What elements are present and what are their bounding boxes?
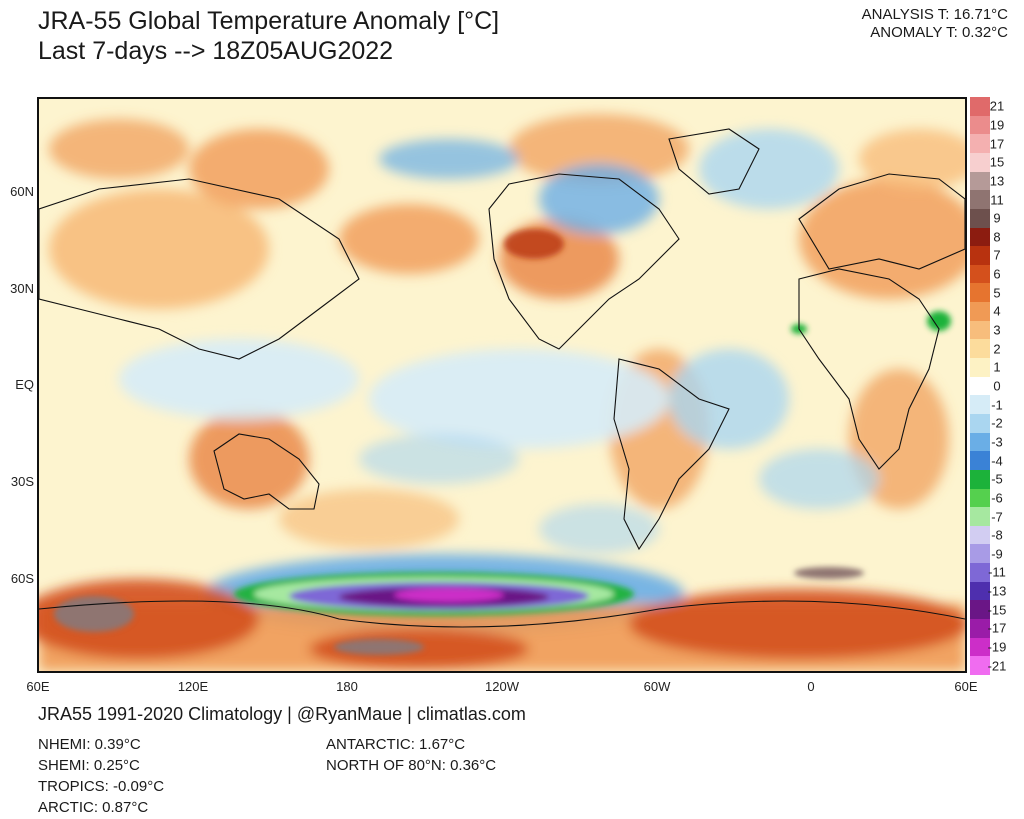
anomaly-field [39, 99, 965, 671]
colorbar-label: -2 [991, 415, 1003, 431]
anomaly-map [37, 97, 967, 673]
climatology-credit: JRA55 1991-2020 Climatology | @RyanMaue … [38, 704, 526, 724]
map-title: JRA-55 Global Temperature Anomaly [°C] L… [38, 6, 499, 66]
lat-label-30n: 30N [10, 281, 34, 296]
stats-right: ANTARCTIC: 1.67°C NORTH OF 80°N: 0.36°C [326, 734, 496, 776]
lon-label-60e-right: 60E [954, 679, 978, 694]
title-line-1: JRA-55 Global Temperature Anomaly [°C] [38, 7, 500, 35]
colorbar-cell [970, 208, 990, 228]
lat-label-eq: EQ [15, 377, 34, 392]
extreme-anomalies [54, 229, 951, 655]
colorbar-label: 5 [993, 285, 1001, 301]
colorbar-label: 8 [993, 229, 1001, 245]
stat-north-of-80n: NORTH OF 80°N: 0.36°C [326, 757, 497, 774]
colorbar-cell [970, 451, 990, 471]
anomaly-patches [39, 114, 965, 671]
stat-nhemi: NHEMI: 0.39°C [38, 736, 141, 753]
colorbar-label: -7 [991, 509, 1003, 525]
colorbar-label: 3 [993, 322, 1001, 338]
colorbar-cell [970, 637, 990, 657]
analysis-temperature: ANALYSIS T: 16.71°C [861, 6, 1008, 23]
lon-label-120w: 120W [485, 679, 519, 694]
lat-label-60n: 60N [10, 184, 34, 199]
stat-shemi: SHEMI: 0.25°C [38, 757, 140, 774]
colorbar-cell [970, 469, 990, 490]
colorbar-cell [970, 395, 990, 415]
colorbar-label: -9 [991, 546, 1003, 562]
colorbar-label: -15 [987, 602, 1007, 618]
colorbar-label: -6 [991, 490, 1003, 506]
colorbar-label: 7 [993, 247, 1001, 263]
colorbar [970, 97, 990, 676]
colorbar-label: 19 [989, 117, 1005, 133]
colorbar-cell [970, 432, 990, 452]
colorbar-label: -21 [987, 658, 1007, 674]
stats-left: NHEMI: 0.39°C SHEMI: 0.25°C TROPICS: -0.… [38, 734, 164, 818]
colorbar-cell [970, 264, 990, 284]
global-summary: ANALYSIS T: 16.71°C ANOMALY T: 0.32°C [862, 6, 1008, 42]
colorbar-label: -11 [988, 564, 1006, 580]
colorbar-cell [970, 339, 990, 359]
colorbar-label: 9 [993, 210, 1001, 226]
colorbar-cell [970, 152, 990, 173]
colorbar-cell [970, 358, 990, 378]
colorbar-cell [970, 190, 990, 210]
colorbar-cell [970, 320, 990, 340]
colorbar-label: 13 [989, 173, 1005, 189]
lon-label-120e: 120E [177, 679, 209, 694]
colorbar-cell [970, 376, 990, 396]
colorbar-cell [970, 525, 990, 545]
stat-antarctic: ANTARCTIC: 1.67°C [326, 736, 466, 753]
colorbar-cell [970, 563, 990, 583]
colorbar-cell [970, 134, 990, 154]
colorbar-cell [970, 600, 990, 620]
colorbar-label: 1 [993, 359, 1001, 375]
stat-tropics: TROPICS: -0.09°C [38, 778, 165, 795]
colorbar-cell [970, 619, 990, 639]
colorbar-label: -3 [991, 434, 1003, 450]
colorbar-label: -1 [991, 397, 1003, 413]
colorbar-label: 17 [989, 136, 1005, 152]
colorbar-cell [970, 283, 990, 303]
colorbar-label: 0 [993, 378, 1001, 394]
colorbar-label: -13 [987, 583, 1007, 599]
colorbar-label: -17 [987, 620, 1007, 636]
colorbar-cell [970, 507, 990, 527]
colorbar-label: -8 [991, 527, 1003, 543]
colorbar-label: 2 [993, 341, 1001, 357]
colorbar-label: 21 [989, 98, 1005, 114]
colorbar-cell [970, 413, 990, 434]
colorbar-label: -19 [987, 639, 1007, 655]
colorbar-label: 15 [989, 154, 1005, 170]
colorbar-cell [970, 115, 990, 135]
colorbar-label: 4 [993, 303, 1001, 319]
colorbar-label: 6 [993, 266, 1001, 282]
colorbar-cell [970, 227, 990, 247]
lon-label-180: 180 [336, 679, 358, 694]
colorbar-cell [970, 656, 990, 676]
lat-label-30s: 30S [10, 474, 34, 489]
colorbar-label: -4 [991, 453, 1003, 469]
title-line-2: Last 7-days --> 18Z05AUG2022 [38, 37, 394, 65]
lon-label-60e-left: 60E [26, 679, 50, 694]
colorbar-cell [970, 171, 990, 191]
colorbar-cell [970, 544, 990, 564]
colorbar-cell [970, 302, 990, 322]
colorbar-cell [970, 97, 990, 117]
colorbar-label: -5 [991, 471, 1003, 487]
colorbar-cell [970, 581, 990, 601]
lat-label-60s: 60S [10, 571, 34, 586]
colorbar-cell [970, 488, 990, 508]
coastlines [39, 128, 965, 628]
colorbar-label: 11 [990, 192, 1004, 208]
stat-arctic: ARCTIC: 0.87°C [38, 799, 149, 816]
lon-label-60w: 60W [643, 679, 671, 694]
anomaly-temperature: ANOMALY T: 0.32°C [870, 24, 1008, 41]
colorbar-cell [970, 246, 990, 266]
lon-label-0: 0 [807, 679, 815, 694]
